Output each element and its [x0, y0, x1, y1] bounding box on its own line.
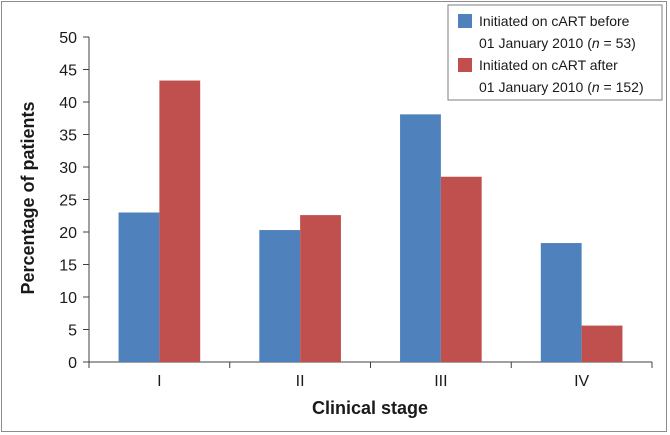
- bar-after-iii: [440, 176, 482, 362]
- legend-swatch-before: [458, 14, 472, 28]
- bar-before-iv: [540, 243, 582, 362]
- x-axis: I II III IV: [88, 361, 653, 390]
- y-tick-label: 35: [59, 128, 77, 145]
- y-tick-label: 25: [59, 193, 77, 210]
- y-tick-label: 40: [59, 95, 77, 112]
- y-tick-label: 0: [68, 355, 77, 372]
- x-tick-label: III: [434, 373, 447, 390]
- bar-before-i: [118, 212, 160, 362]
- y-tick-label: 50: [59, 30, 77, 47]
- bar-before-iii: [400, 114, 441, 362]
- bar-after-ii: [300, 215, 341, 362]
- legend-label-before-line1: Initiated on cART before: [479, 13, 630, 29]
- legend-label-after-line1: Initiated on cART after: [479, 57, 618, 73]
- legend-label-before-line2: 01 January 2010 (n = 53): [479, 35, 636, 51]
- y-tick-label: 5: [68, 323, 77, 340]
- legend-box: [447, 4, 663, 101]
- y-tick-label: 20: [59, 225, 77, 242]
- x-axis-title: Clinical stage: [312, 398, 428, 418]
- y-tick-label: 10: [59, 290, 77, 307]
- x-tick-label: IV: [574, 373, 589, 390]
- y-axis-title: Percentage of patients: [18, 101, 38, 294]
- y-tick-label: 30: [59, 160, 77, 177]
- x-tick-label: II: [296, 373, 305, 390]
- y-tick-label: 45: [59, 63, 77, 80]
- y-tick-label: 15: [59, 258, 77, 275]
- bar-after-i: [159, 80, 201, 363]
- bar-after-iv: [581, 325, 623, 362]
- legend-swatch-after: [458, 58, 472, 72]
- legend: Initiated on cART before 01 January 2010…: [447, 4, 663, 101]
- legend-label-after-line2: 01 January 2010 (n = 152): [479, 79, 644, 95]
- bars: [118, 80, 623, 363]
- x-tick-label: I: [157, 373, 161, 390]
- y-axis: 0 5 10 15 20 25 30 35 40 45 50: [59, 30, 90, 372]
- bar-before-ii: [259, 230, 301, 362]
